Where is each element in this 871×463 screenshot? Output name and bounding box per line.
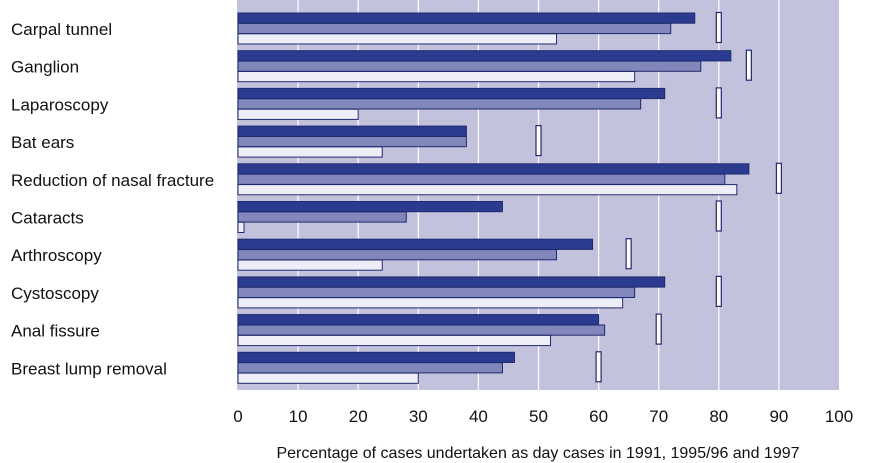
bar: [237, 334, 552, 347]
bar: [237, 163, 750, 175]
x-tick-label: 40: [469, 407, 488, 426]
category-label: Reduction of nasal fracture: [11, 171, 214, 190]
category-label: Breast lump removal: [11, 359, 167, 378]
bar: [237, 276, 666, 288]
x-tick-label: 90: [769, 407, 788, 426]
bar: [237, 22, 672, 35]
x-tick-label: 10: [289, 407, 308, 426]
target-marker: [715, 275, 722, 307]
x-tick-labels: 0 10 20 30 40 50 60 70 80 90 100: [233, 407, 853, 426]
category-label: Cystoscopy: [11, 284, 99, 303]
bar: [237, 297, 624, 309]
bar: [237, 184, 738, 196]
bar: [237, 286, 636, 298]
bar: [237, 173, 726, 185]
bar: [237, 221, 245, 234]
bar: [237, 314, 600, 326]
bar: [237, 146, 383, 158]
category-label: Anal fissure: [11, 322, 100, 341]
bar: [237, 324, 606, 336]
bar: [237, 136, 467, 148]
x-tick-label: 70: [649, 407, 668, 426]
target-marker: [745, 49, 752, 81]
target-marker: [715, 87, 722, 119]
target-markers: [535, 11, 783, 383]
category-label: Cataracts: [11, 209, 84, 228]
x-tick-label: 20: [349, 407, 368, 426]
bar: [237, 33, 558, 45]
category-label: Laparoscopy: [11, 95, 109, 114]
category-label: Arthroscopy: [11, 246, 102, 265]
target-marker: [715, 200, 722, 232]
category-label: Bat ears: [11, 133, 74, 152]
x-tick-label: 0: [233, 407, 242, 426]
x-axis-title: Percentage of cases undertaken as day ca…: [276, 445, 799, 462]
x-tick-label: 50: [529, 407, 548, 426]
target-marker: [775, 162, 783, 194]
bar: [237, 238, 594, 250]
bar: [237, 50, 732, 62]
bar: [237, 259, 383, 271]
bar: [237, 249, 558, 261]
bar: [237, 98, 642, 110]
bar: [237, 60, 702, 72]
bar: [237, 372, 419, 384]
bar: [237, 71, 636, 83]
x-tick-label: 100: [825, 407, 853, 426]
bar: [237, 12, 696, 24]
target-marker: [655, 313, 662, 345]
bar: [237, 362, 503, 374]
category-labels: Carpal tunnel Ganglion Laparoscopy Bat ears…: [11, 20, 214, 378]
bar: [237, 108, 359, 120]
x-tick-label: 30: [409, 407, 428, 426]
category-label: Carpal tunnel: [11, 20, 112, 39]
bar: [237, 211, 407, 223]
bar: [237, 87, 666, 100]
bar: [237, 125, 467, 137]
x-tick-label: 60: [589, 407, 608, 426]
category-label: Ganglion: [11, 58, 79, 77]
bar: [237, 201, 503, 213]
bar: [237, 351, 515, 363]
target-marker: [595, 351, 602, 383]
target-marker: [715, 11, 722, 44]
x-tick-label: 80: [709, 407, 728, 426]
bars: [237, 12, 750, 384]
target-marker: [535, 124, 542, 157]
target-marker: [625, 238, 632, 270]
